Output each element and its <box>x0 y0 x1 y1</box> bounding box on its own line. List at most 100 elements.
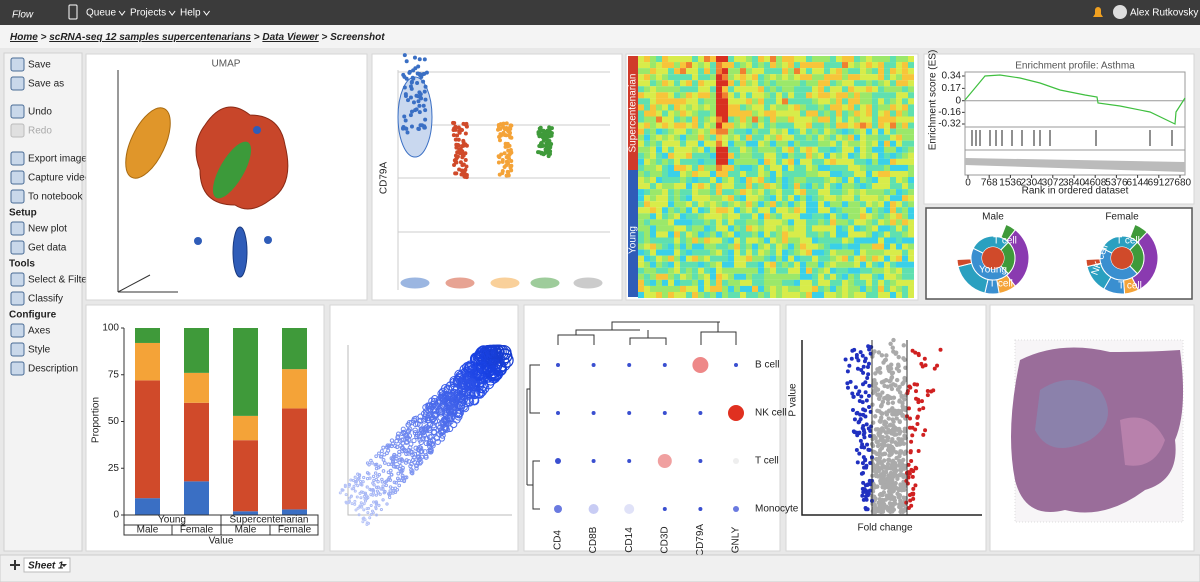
point <box>386 448 391 453</box>
heat-cell <box>830 189 836 196</box>
heat-cell <box>674 291 680 299</box>
sheet-tab-label[interactable]: Sheet 1 <box>28 561 64 572</box>
heat-cell <box>830 237 836 244</box>
heat-cell <box>800 116 806 123</box>
breadcrumb-link[interactable]: Data Viewer <box>262 32 319 43</box>
point <box>916 353 921 358</box>
x-tick-label: 5376 <box>1105 178 1128 189</box>
heat-cell <box>716 201 722 208</box>
heat-cell <box>746 74 752 81</box>
heat-cell <box>896 285 902 292</box>
heat-cell <box>824 213 830 220</box>
sidebar-item[interactable]: Save <box>28 60 51 71</box>
heat-cell <box>710 122 716 129</box>
point <box>904 500 909 505</box>
heat-cell <box>818 261 824 268</box>
point <box>382 491 386 495</box>
heat-cell <box>710 237 716 244</box>
heat-cell <box>788 249 794 256</box>
sidebar-item[interactable]: Axes <box>28 326 50 337</box>
heat-cell <box>650 189 656 196</box>
heat-cell <box>884 74 890 81</box>
heat-cell <box>716 219 722 226</box>
heat-cell <box>692 80 698 87</box>
add-sheet[interactable] <box>10 560 20 570</box>
heat-cell <box>704 164 710 171</box>
heat-cell <box>902 98 908 105</box>
point <box>345 501 349 505</box>
point <box>436 397 445 406</box>
heat-cell <box>872 110 878 117</box>
point <box>880 435 886 440</box>
heat-cell <box>770 177 776 184</box>
heat-cell <box>836 152 842 159</box>
sidebar-item[interactable]: Undo <box>28 107 52 118</box>
heat-cell <box>758 195 764 202</box>
category-label: Male <box>137 525 159 536</box>
user-name[interactable]: Alex Rutkovsky <box>1130 8 1198 19</box>
point <box>894 416 899 421</box>
heat-cell <box>884 237 890 244</box>
heat-cell <box>872 225 878 232</box>
heat-cell <box>764 104 770 111</box>
heat-cell <box>866 231 872 238</box>
heat-cell <box>800 74 806 81</box>
point <box>463 380 474 392</box>
heat-cell <box>722 201 728 208</box>
device-icon <box>68 4 78 20</box>
x-tick-label: 768 <box>981 178 998 189</box>
breadcrumb-link[interactable]: Home <box>10 32 38 43</box>
sidebar-item[interactable]: Get data <box>28 243 67 254</box>
sidebar-item[interactable]: Classify <box>28 294 63 305</box>
heat-cell <box>686 237 692 244</box>
heat-cell <box>728 177 734 184</box>
heat-cell <box>824 110 830 117</box>
heat-cell <box>806 86 812 93</box>
sidebar-item[interactable]: Select & Filter <box>28 275 91 286</box>
menu[interactable]: Help <box>180 8 201 19</box>
heat-cell <box>728 140 734 147</box>
heat-cell <box>836 219 842 226</box>
sidebar-item[interactable]: To notebook <box>28 192 83 203</box>
heat-cell <box>656 273 662 280</box>
group-label: Supercentenarian <box>628 74 639 153</box>
sidebar-item[interactable]: Style <box>28 345 51 356</box>
heat-cell <box>728 164 734 171</box>
sidebar-item[interactable]: Export image <box>28 154 87 165</box>
point <box>404 451 409 457</box>
sidebar-item[interactable]: Redo <box>28 126 52 137</box>
heat-cell <box>722 56 728 63</box>
heat-cell <box>830 243 836 250</box>
heat-cell <box>692 267 698 274</box>
heat-cell <box>800 237 806 244</box>
point <box>897 431 902 436</box>
point <box>900 509 906 515</box>
sidebar-item[interactable]: Capture video <box>28 173 91 184</box>
point <box>885 400 891 406</box>
heat-cell <box>824 219 830 226</box>
point <box>879 353 885 358</box>
menu[interactable]: Projects <box>130 8 166 19</box>
sidebar-item[interactable]: New plot <box>28 224 67 235</box>
point <box>488 368 502 382</box>
heat-cell <box>776 158 782 165</box>
heat-cell <box>884 158 890 165</box>
heat-cell <box>764 225 770 232</box>
heat-cell <box>896 68 902 75</box>
heat-cell <box>686 177 692 184</box>
heat-cell <box>758 122 764 129</box>
heat-cell <box>866 285 872 292</box>
heat-cell <box>782 249 788 256</box>
breadcrumb-link[interactable]: scRNA-seq 12 samples supercentenarians <box>49 32 251 43</box>
heat-cell <box>680 177 686 184</box>
point <box>416 454 422 460</box>
sheet-tab[interactable] <box>23 557 71 573</box>
sidebar-item[interactable]: Save as <box>28 79 64 90</box>
heat-cell <box>770 140 776 147</box>
heat-cell <box>644 134 650 141</box>
heat-cell <box>710 104 716 111</box>
heat-cell <box>860 116 866 123</box>
menu[interactable]: Queue <box>86 8 116 19</box>
heat-cell <box>752 92 758 99</box>
sidebar-item[interactable]: Description <box>28 364 78 375</box>
